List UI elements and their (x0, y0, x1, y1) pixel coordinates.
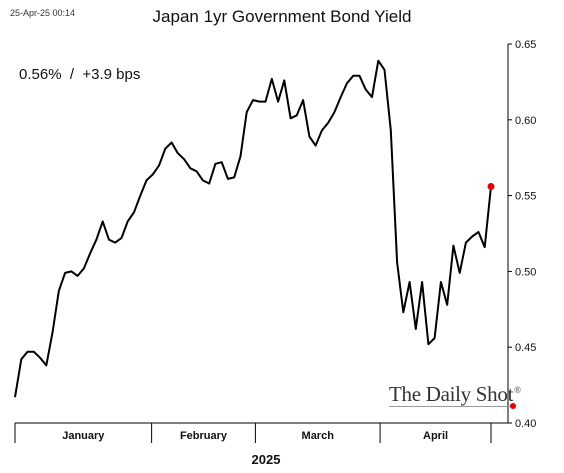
y-tick-label: 0.65 (515, 39, 536, 51)
latest-value-marker (487, 183, 495, 191)
brand-text: The Daily Shot (389, 382, 514, 406)
y-tick-label: 0.50 (515, 266, 536, 278)
axes: 0.40 0.45 0.50 0.55 0.60 0.65 January February M… (14, 39, 536, 443)
y-tick-label: 0.45 (515, 342, 536, 354)
brand-registered-mark: ® (514, 385, 521, 395)
brand-underline (389, 406, 513, 407)
line-layer (14, 59, 495, 398)
latest-value-annotation: 0.56% / +3.9 bps (19, 66, 141, 83)
x-month-label: February (180, 430, 228, 442)
brand-dot (510, 403, 516, 409)
y-tick-label: 0.40 (515, 418, 536, 430)
chart-title: Japan 1yr Government Bond Yield (152, 7, 412, 26)
y-tick-label: 0.55 (515, 191, 536, 203)
x-month-label: March (302, 430, 335, 442)
x-month-label: April (423, 430, 448, 442)
timestamp: 25-Apr-25 00:14 (10, 8, 76, 18)
x-month-label: January (62, 430, 105, 442)
y-tick-label: 0.60 (515, 115, 536, 127)
brand-logo: The Daily Shot® (389, 382, 521, 407)
x-axis-title: 2025 (251, 452, 281, 467)
series-line (14, 59, 492, 398)
